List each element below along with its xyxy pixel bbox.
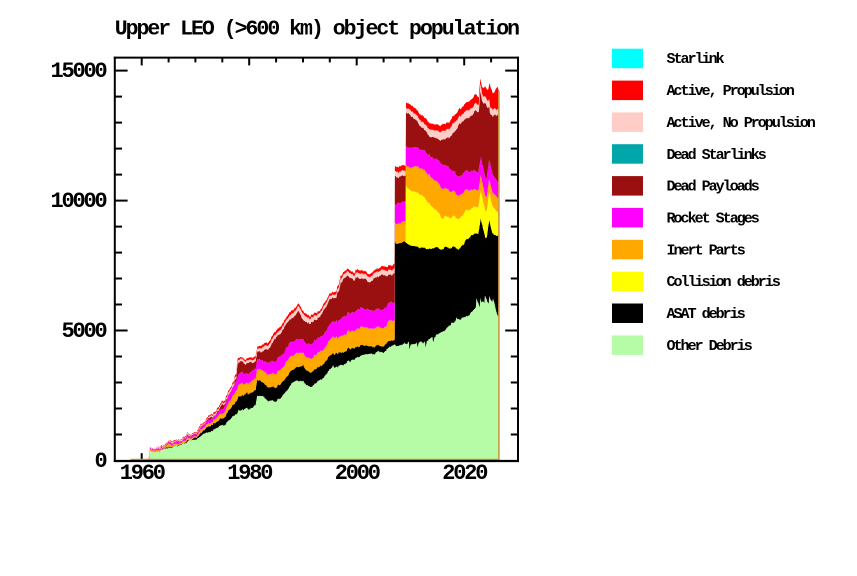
svg-text:15000: 15000 — [50, 59, 106, 84]
svg-text:0: 0 — [94, 449, 106, 474]
svg-text:Upper LEO (>600 km) object pop: Upper LEO (>600 km) object population — [115, 18, 519, 42]
svg-text:Dead Payloads: Dead Payloads — [667, 179, 760, 196]
svg-text:2020: 2020 — [442, 461, 487, 486]
svg-text:10000: 10000 — [50, 189, 106, 214]
svg-text:1980: 1980 — [227, 461, 272, 486]
svg-text:Starlink: Starlink — [667, 51, 725, 68]
svg-text:2000: 2000 — [335, 461, 380, 486]
svg-text:1960: 1960 — [120, 461, 165, 486]
svg-text:ASAT debris: ASAT debris — [667, 306, 746, 323]
svg-text:5000: 5000 — [61, 319, 106, 344]
svg-text:Inert Parts: Inert Parts — [667, 242, 746, 259]
svg-text:Rocket Stages: Rocket Stages — [667, 210, 760, 227]
svg-text:Active, Propulsion: Active, Propulsion — [667, 83, 795, 100]
svg-text:Dead Starlinks: Dead Starlinks — [667, 147, 767, 164]
svg-text:Active, No Propulsion: Active, No Propulsion — [667, 115, 816, 132]
svg-text:Other Debris: Other Debris — [667, 338, 753, 355]
svg-text:Collision debris: Collision debris — [667, 274, 781, 291]
